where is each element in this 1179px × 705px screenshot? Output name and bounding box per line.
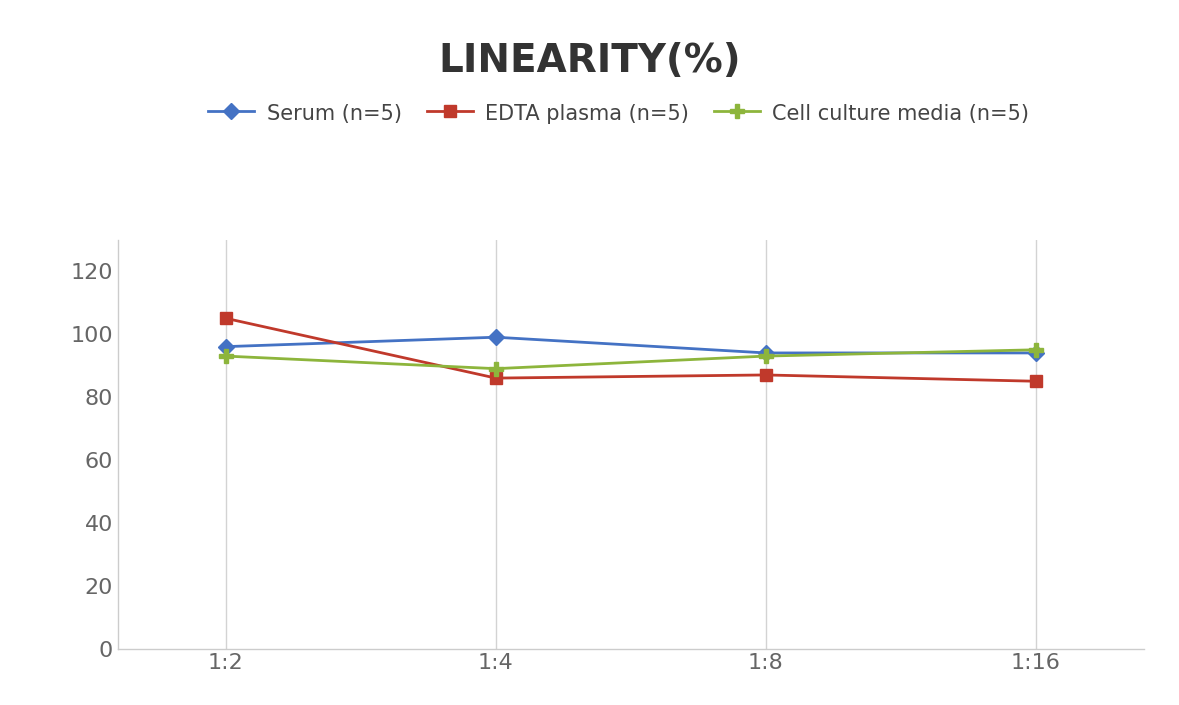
Serum (n=5): [219, 343, 233, 351]
Text: LINEARITY(%): LINEARITY(%): [439, 42, 740, 80]
Line: Cell culture media (n=5): Cell culture media (n=5): [219, 343, 1042, 376]
Legend: Serum (n=5), EDTA plasma (n=5), Cell culture media (n=5): Serum (n=5), EDTA plasma (n=5), Cell cul…: [200, 94, 1038, 132]
Line: EDTA plasma (n=5): EDTA plasma (n=5): [220, 313, 1041, 387]
Cell culture media (n=5): [489, 364, 503, 373]
EDTA plasma (n=5): [1028, 377, 1042, 386]
Serum (n=5): [1028, 349, 1042, 357]
Serum (n=5): [489, 333, 503, 341]
EDTA plasma (n=5): [219, 314, 233, 323]
Cell culture media (n=5): [758, 352, 772, 360]
Cell culture media (n=5): [1028, 345, 1042, 354]
EDTA plasma (n=5): [758, 371, 772, 379]
EDTA plasma (n=5): [489, 374, 503, 382]
Line: Serum (n=5): Serum (n=5): [220, 331, 1041, 358]
Serum (n=5): [758, 349, 772, 357]
Cell culture media (n=5): [219, 352, 233, 360]
